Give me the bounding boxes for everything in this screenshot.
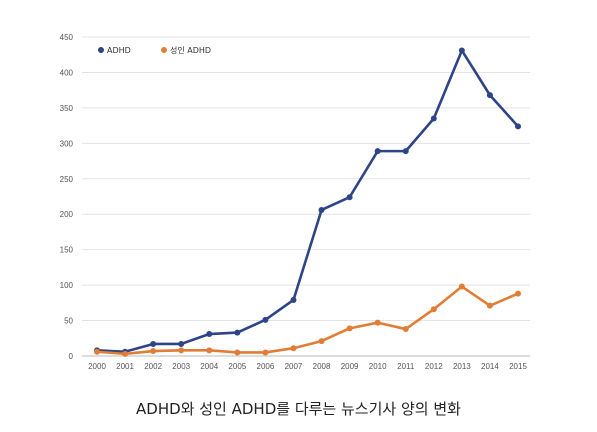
data-point: [318, 206, 325, 213]
x-tick-label: 2009: [341, 362, 359, 371]
series-lines: [94, 47, 521, 357]
data-point: [122, 350, 129, 357]
x-tick-label: 2013: [453, 362, 471, 371]
legend-marker: [98, 47, 104, 53]
x-tick-label: 2000: [88, 362, 106, 371]
y-tick-label: 450: [60, 33, 74, 42]
y-tick-label: 300: [60, 139, 74, 148]
y-tick-label: 200: [60, 210, 74, 219]
y-tick-label: 250: [60, 175, 74, 184]
legend-label: 성인 ADHD: [170, 45, 211, 55]
x-tick-label: 2015: [509, 362, 527, 371]
data-point: [515, 123, 521, 130]
data-point: [458, 283, 465, 290]
data-point: [346, 325, 353, 332]
x-tick-label: 2007: [285, 362, 303, 371]
data-point: [290, 296, 297, 303]
data-point: [234, 329, 241, 336]
data-point: [206, 347, 213, 354]
data-point: [486, 92, 493, 99]
data-point: [430, 115, 437, 122]
x-tick-label: 2005: [228, 362, 246, 371]
x-tick-label: 2004: [200, 362, 218, 371]
x-tick-label: 2001: [116, 362, 134, 371]
data-point: [234, 349, 241, 356]
data-point: [374, 319, 381, 326]
data-point: [346, 194, 353, 201]
data-point: [290, 345, 297, 352]
x-tick-label: 2008: [313, 362, 331, 371]
grid-lines: [82, 36, 530, 357]
data-point: [262, 349, 269, 356]
data-point: [515, 290, 521, 297]
y-tick-label: 100: [60, 281, 74, 290]
legend-marker: [161, 47, 167, 53]
data-point: [94, 348, 100, 355]
x-tick-label: 2012: [425, 362, 443, 371]
y-tick-label: 150: [60, 246, 74, 255]
data-point: [318, 338, 325, 345]
data-point: [150, 340, 157, 347]
series-성인-ADHD: [94, 283, 521, 357]
chart: 0 50 100 150 200 250 300 350 400 450 2000 2001 2002…: [60, 33, 530, 371]
data-point: [430, 306, 437, 313]
data-point: [206, 331, 213, 338]
chart-title: ADHD와 성인 ADHD를 다루는 뉴스기사 양의 변화: [136, 400, 461, 418]
y-tick-label: 0: [69, 352, 74, 361]
series-line: [96, 285, 519, 356]
x-tick-label: 2010: [369, 362, 387, 371]
x-axis-ticks: 2000 2001 2002 2003 2004 2005 2006 2007 2008 2009…: [88, 362, 527, 371]
data-point: [374, 148, 381, 155]
data-point: [178, 347, 185, 354]
x-tick-label: 2006: [257, 362, 275, 371]
x-tick-label: 2003: [172, 362, 190, 371]
legend-label: ADHD: [107, 46, 131, 55]
data-point: [262, 316, 269, 323]
data-point: [402, 148, 409, 155]
x-tick-label: 2002: [144, 362, 162, 371]
data-point: [402, 326, 409, 333]
x-tick-label: 2014: [481, 362, 499, 371]
y-tick-label: 50: [64, 317, 73, 326]
data-point: [178, 340, 185, 347]
y-axis-ticks: 0 50 100 150 200 250 300 350 400 450: [60, 33, 74, 361]
series-ADHD: [94, 47, 521, 355]
data-point: [458, 47, 465, 54]
series-line: [96, 49, 519, 354]
y-tick-label: 400: [60, 68, 74, 77]
y-tick-label: 350: [60, 104, 74, 113]
legend: ADHD 성인 ADHD: [98, 45, 211, 55]
x-tick-label: 2011: [397, 362, 415, 371]
data-point: [150, 348, 157, 355]
data-point: [486, 302, 493, 309]
